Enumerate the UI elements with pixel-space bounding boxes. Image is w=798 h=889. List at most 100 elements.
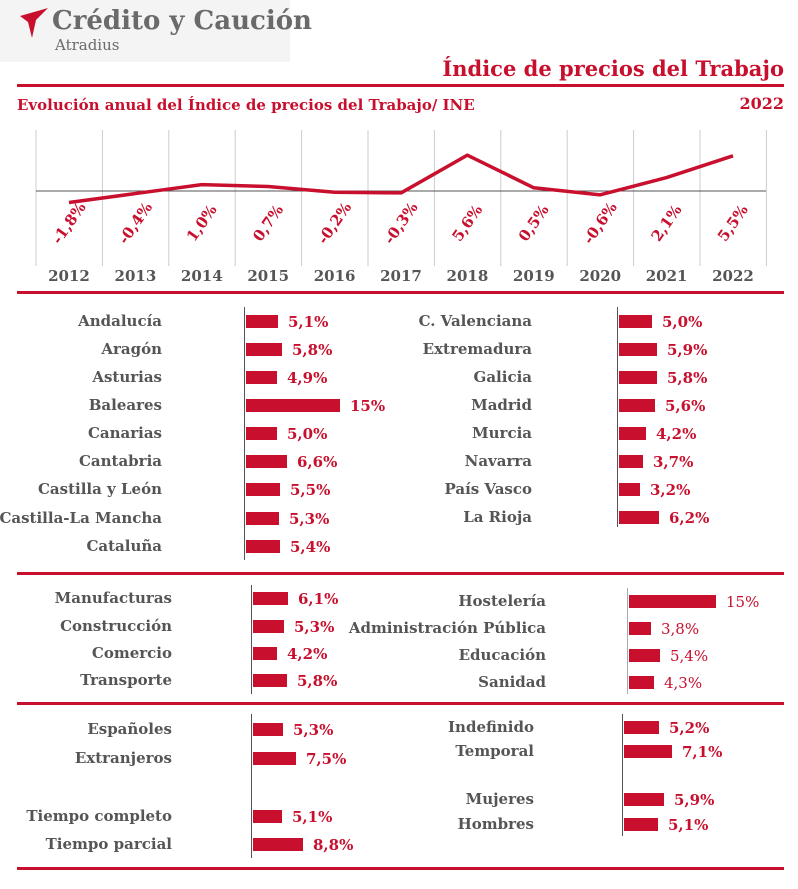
data-label: 5,9% [667,341,708,359]
category-label: Castilla y León [37,480,162,498]
bar [246,427,277,440]
category-label: País Vasco [444,480,532,498]
bar [619,399,655,412]
data-label: 7,1% [682,743,723,761]
bar [253,620,284,633]
year-tick-label: 2019 [512,267,555,285]
data-label: 7,5% [306,750,347,768]
bar [619,427,646,440]
title-rule [17,84,784,87]
data-label: 5,1% [668,816,709,834]
data-label: 0,5% [515,201,553,244]
category-label: Educación [458,646,546,664]
year-tick-label: 2020 [579,267,622,285]
bar [246,399,340,412]
category-label: Extremadura [422,340,532,358]
bar-axis [251,714,252,858]
category-label: Asturias [92,368,162,386]
data-label: 4,2% [656,425,697,443]
data-label: 0,7% [249,201,287,244]
series-line [68,153,734,205]
category-label: Mujeres [465,790,534,808]
category-label: Hostelería [458,592,546,610]
data-label: 5,1% [288,313,329,331]
data-label: -0,3% [380,199,421,247]
category-label: Galicia [473,368,532,386]
category-label: C. Valenciana [418,312,532,330]
category-label: Tiempo completo [26,807,172,825]
category-label: Cataluña [86,537,162,555]
category-label: Baleares [88,396,162,414]
bar [619,371,657,384]
bar-axis [627,588,628,694]
data-label: 5,0% [287,425,328,443]
year-tick-label: 2021 [645,267,688,285]
data-label: 4,3% [664,674,703,692]
line-chart: -1,8% -0,4% 1,0% 0,7% -0,2% -0,3% 5,6% 0,5% -0,6… [35,130,767,266]
data-label: 5,6% [665,397,706,415]
bar [253,674,287,687]
chart-year: 2022 [739,94,784,113]
bar [629,595,716,608]
bar [619,343,657,356]
category-label: Sanidad [478,673,546,691]
data-label: 1,0% [183,201,221,244]
category-label: Canarias [87,424,162,442]
category-label: Madrid [471,396,532,414]
year-tick-label: 2018 [446,267,489,285]
bar [246,315,278,328]
category-label: Construcción [60,617,172,635]
category-label: Andalucía [78,312,162,330]
data-label: 4,2% [287,645,328,663]
bar [624,793,664,806]
data-label: 5,3% [289,510,330,528]
data-label: 3,2% [650,481,691,499]
year-tick-label: 2017 [380,267,422,285]
section-rule-sectors [17,572,784,575]
brand-name: Crédito y Caución [52,6,312,36]
bar [246,483,280,496]
bar [619,511,659,524]
bar [619,483,640,496]
year-tick-label: 2012 [48,267,90,285]
data-label: 8,8% [313,836,354,854]
bar [253,752,296,765]
category-label: Indefinido [448,718,534,736]
bar [246,343,282,356]
data-label: 5,3% [294,618,335,636]
data-label: 6,6% [297,453,338,471]
data-label: 15% [726,593,760,611]
bar-axis [622,714,623,836]
bar [629,622,651,635]
data-label: 15% [350,397,386,415]
category-label: Transporte [80,671,172,689]
year-tick-label: 2022 [712,267,754,285]
bar [624,745,672,758]
bar [246,512,279,525]
brand-logo-icon [20,8,48,38]
bar [253,592,288,605]
bar [629,676,654,689]
data-label: 5,0% [662,313,703,331]
category-label: Hombres [457,815,534,833]
bar [619,315,652,328]
section-rule-bottom [17,867,784,870]
bar [253,838,303,851]
bar [624,721,659,734]
category-label: Castilla-La Mancha [0,509,162,527]
data-label: -0,2% [314,199,355,247]
category-label: Comercio [91,644,172,662]
data-label: 5,9% [674,791,715,809]
data-label: 6,2% [669,509,710,527]
bar [629,649,660,662]
category-label: Manufacturas [54,589,172,607]
brand-logo: Crédito y Caución Atradius [0,0,312,62]
data-label: 5,3% [293,721,334,739]
year-tick-label: 2016 [313,267,356,285]
year-tick-label: 2013 [114,267,157,285]
data-label: -0,4% [115,199,156,247]
bar [253,810,282,823]
category-label: Temporal [455,742,534,760]
data-label: 5,2% [669,719,710,737]
data-label: 5,8% [297,672,338,690]
